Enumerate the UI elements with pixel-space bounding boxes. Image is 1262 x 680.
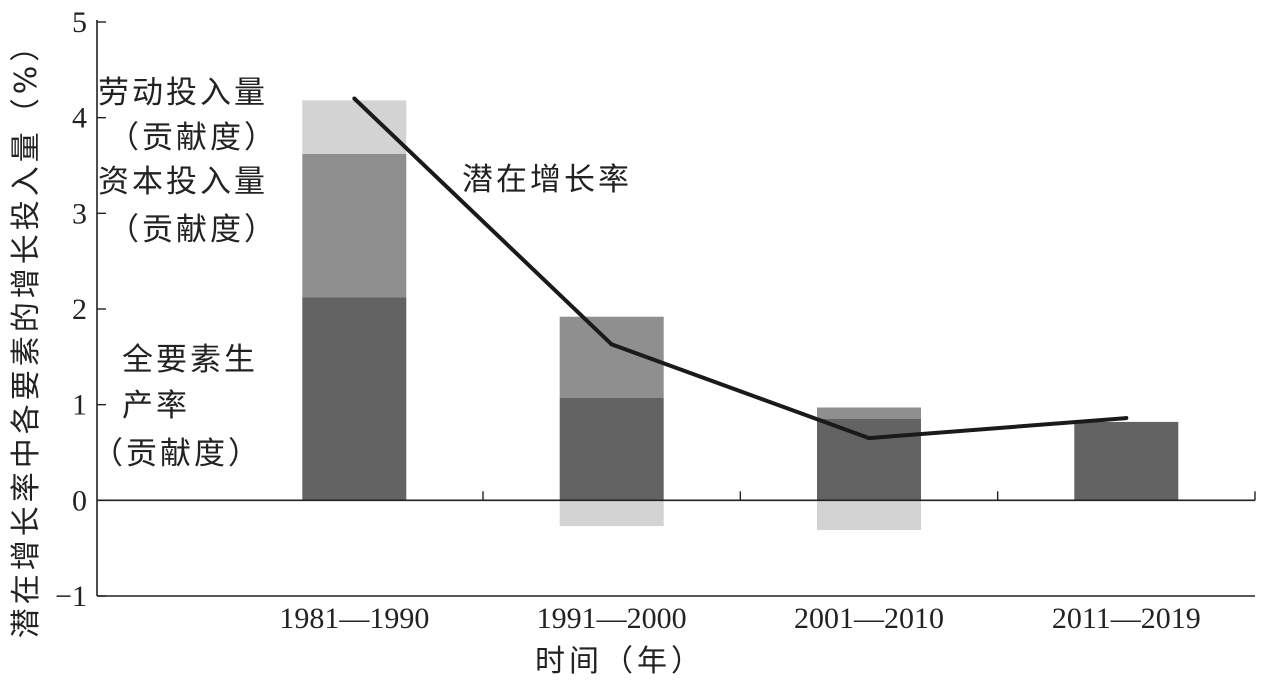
potential-growth-line-layer	[352, 96, 1129, 441]
labels-layer: −1 0 1 2 3 4 5 1981—1990 1991—2000 2001—2010 2011—…	[55, 6, 1201, 635]
bar-1-4	[1074, 421, 1179, 501]
axes-layer	[96, 20, 1256, 597]
bar-1-2	[559, 398, 664, 501]
x-tick-label: 1981—1990	[279, 602, 429, 635]
bar-2-3	[817, 407, 921, 419]
tfp-annotation-line3: （贡献度）	[92, 436, 262, 472]
y-tick-label: 2	[72, 293, 87, 326]
capital-annotation-line2: （贡献度）	[108, 212, 278, 248]
x-tick-label: 1991—2000	[537, 602, 687, 635]
potential-growth-point	[352, 96, 357, 101]
bar-3-2	[559, 500, 664, 527]
bar-1-1	[302, 297, 407, 501]
potential-growth-point	[867, 436, 871, 441]
x-axis-title: 时间（年）	[535, 644, 705, 679]
tfp-annotation-line1: 全要素生	[122, 342, 258, 378]
bar-1-3	[817, 419, 921, 501]
x-tick-label: 2001—2010	[794, 602, 944, 635]
y-tick-label: 5	[72, 6, 87, 39]
bars-layer	[302, 100, 1179, 530]
tfp-annotation-line2: 产率	[122, 388, 190, 424]
potential-growth-annotation: 潜在增长率	[462, 162, 632, 198]
y-axis-title: 潜在增长率中各要素的增长投入量（%）	[9, 28, 44, 639]
bar-3-1	[302, 100, 407, 154]
labor-annotation-line1: 劳动投入量	[98, 75, 268, 111]
y-tick-label: 4	[72, 102, 87, 135]
y-tick-label: 0	[72, 484, 87, 517]
bar-3-3	[817, 500, 921, 530]
bar-2-1	[302, 154, 407, 298]
potential-growth-line	[352, 97, 1127, 441]
labor-annotation-line2: （贡献度）	[108, 120, 278, 156]
y-tick-label: 1	[72, 389, 87, 422]
x-tick-label: 2011—2019	[1052, 602, 1201, 635]
capital-annotation-line1: 资本投入量	[98, 164, 268, 200]
potential-growth-point	[1124, 416, 1129, 421]
y-tick-label: 3	[72, 197, 87, 230]
y-tick-label: −1	[55, 580, 87, 613]
potential-growth-point	[609, 342, 614, 347]
